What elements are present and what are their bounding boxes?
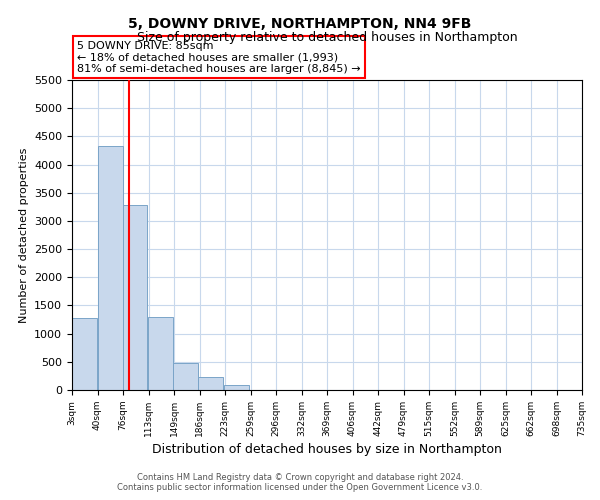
- X-axis label: Distribution of detached houses by size in Northampton: Distribution of detached houses by size …: [152, 443, 502, 456]
- Bar: [73, 318, 97, 390]
- Bar: [98, 146, 122, 390]
- Bar: [199, 377, 223, 390]
- Text: 5 DOWNY DRIVE: 85sqm
← 18% of detached houses are smaller (1,993)
81% of semi-de: 5 DOWNY DRIVE: 85sqm ← 18% of detached h…: [77, 40, 361, 74]
- Bar: [122, 204, 148, 390]
- Text: Contains public sector information licensed under the Open Government Licence v3: Contains public sector information licen…: [118, 484, 482, 492]
- Bar: [173, 363, 198, 390]
- Title: Size of property relative to detached houses in Northampton: Size of property relative to detached ho…: [137, 31, 517, 44]
- Y-axis label: Number of detached properties: Number of detached properties: [19, 148, 29, 322]
- Text: 5, DOWNY DRIVE, NORTHAMPTON, NN4 9FB: 5, DOWNY DRIVE, NORTHAMPTON, NN4 9FB: [128, 18, 472, 32]
- Bar: [224, 386, 249, 390]
- Bar: [148, 318, 173, 390]
- Text: Contains HM Land Registry data © Crown copyright and database right 2024.: Contains HM Land Registry data © Crown c…: [137, 472, 463, 482]
